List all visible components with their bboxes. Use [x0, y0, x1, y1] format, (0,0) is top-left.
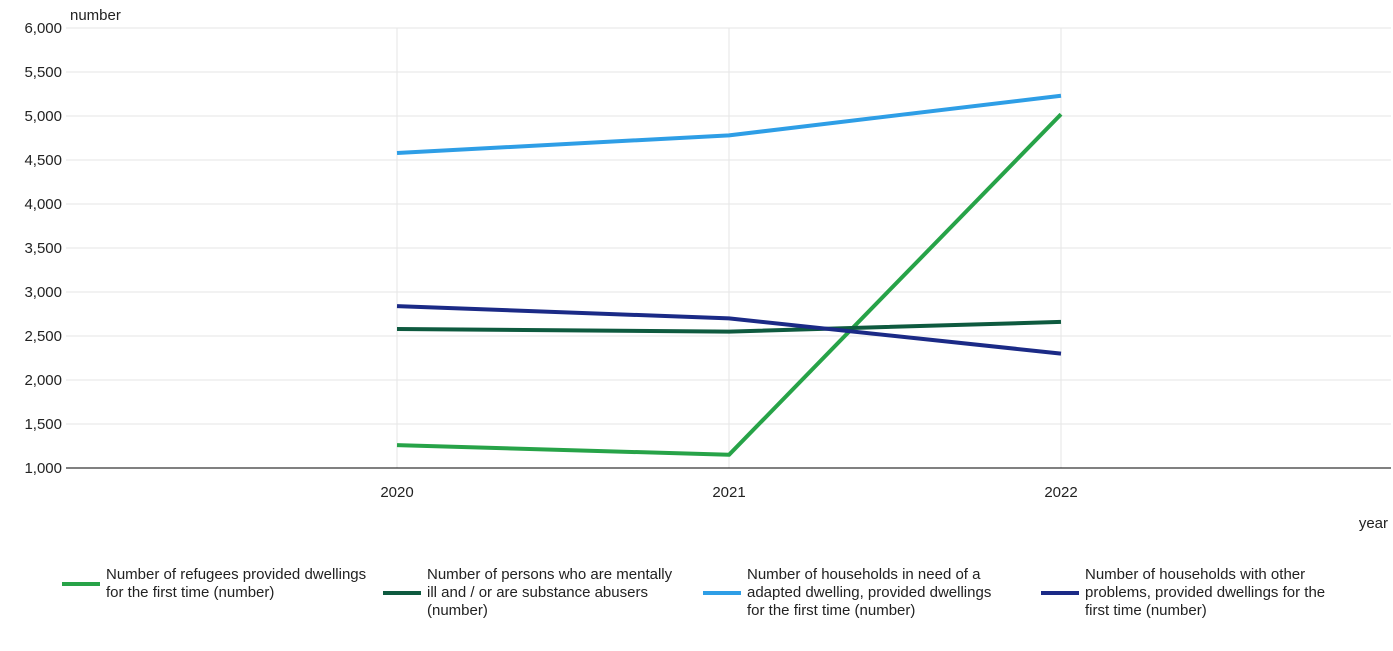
- y-tick-label: 4,000: [24, 196, 62, 213]
- y-axis-ticks: 1,000 1,500 2,000 2,500 3,000 3,500 4,000 4,500…: [24, 20, 62, 477]
- y-tick-label: 6,000: [24, 20, 62, 37]
- series-line-2: [396, 319, 1062, 334]
- legend-label: Number of households with other problems…: [1085, 566, 1326, 619]
- legend-swatch: [703, 591, 741, 595]
- legend-swatch: [383, 591, 421, 595]
- grid-lines: [66, 27, 1391, 468]
- legend-item-4: Number of households with other problems…: [1041, 566, 1341, 620]
- series-lines: [396, 93, 1063, 457]
- legend-item-2: Number of persons who are mentally ill a…: [383, 566, 683, 620]
- y-tick-label: 2,500: [24, 328, 62, 345]
- legend-label: Number of persons who are mentally ill a…: [427, 566, 673, 619]
- chart-legend: Number of refugees provided dwellings fo…: [0, 566, 1393, 651]
- legend-item-1: Number of refugees provided dwellings fo…: [62, 566, 372, 602]
- y-axis-label: number: [70, 7, 121, 24]
- y-tick-label: 2,000: [24, 372, 62, 389]
- y-tick-label: 3,500: [24, 240, 62, 257]
- legend-swatch: [1041, 591, 1079, 595]
- y-tick-label: 3,000: [24, 284, 62, 301]
- x-tick-label: 2020: [380, 484, 413, 501]
- x-axis-ticks: 2020 2021 2022: [380, 484, 1077, 501]
- series-line-1: [396, 112, 1063, 457]
- y-tick-label: 5,000: [24, 108, 62, 125]
- legend-item-3: Number of households in need of a adapte…: [703, 566, 1003, 620]
- y-tick-label: 5,500: [24, 64, 62, 81]
- y-tick-label: 1,000: [24, 460, 62, 477]
- x-tick-label: 2022: [1044, 484, 1077, 501]
- y-tick-label: 1,500: [24, 416, 62, 433]
- legend-label: Number of households in need of a adapte…: [747, 566, 992, 619]
- line-chart: 1,000 1,500 2,000 2,500 3,000 3,500 4,000 4,500…: [24, 7, 1391, 532]
- x-axis-label: year: [1359, 515, 1388, 532]
- y-tick-label: 4,500: [24, 152, 62, 169]
- legend-label: Number of refugees provided dwellings fo…: [106, 566, 367, 601]
- legend-swatch: [62, 582, 100, 586]
- series-line-4: [396, 304, 1062, 356]
- series-line-3: [396, 93, 1062, 155]
- x-tick-label: 2021: [712, 484, 745, 501]
